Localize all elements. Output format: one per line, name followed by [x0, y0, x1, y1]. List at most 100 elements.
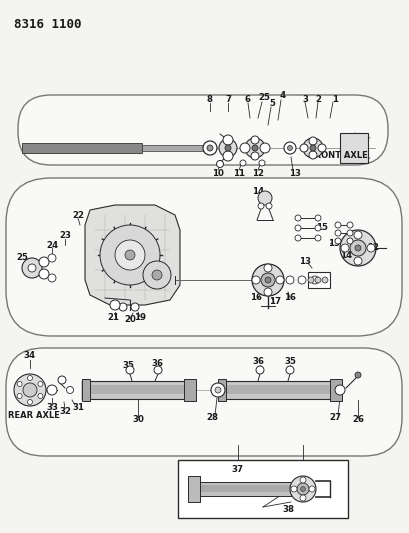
Circle shape — [334, 385, 344, 395]
Circle shape — [23, 383, 37, 397]
Circle shape — [346, 222, 352, 228]
Text: 16: 16 — [283, 294, 295, 303]
Bar — [218, 379, 225, 401]
Circle shape — [307, 277, 313, 283]
Circle shape — [39, 269, 49, 279]
Circle shape — [308, 137, 316, 145]
Circle shape — [264, 277, 270, 283]
Bar — [188, 476, 200, 502]
Text: 10: 10 — [211, 168, 223, 177]
Circle shape — [222, 151, 232, 161]
Text: 24: 24 — [46, 240, 58, 249]
Text: 21: 21 — [107, 313, 119, 322]
Text: 27: 27 — [328, 414, 340, 423]
Circle shape — [354, 372, 360, 378]
Text: 20: 20 — [124, 316, 136, 325]
Circle shape — [239, 160, 245, 166]
Circle shape — [27, 376, 32, 381]
Circle shape — [299, 495, 305, 501]
FancyBboxPatch shape — [6, 348, 401, 456]
Text: 14: 14 — [251, 188, 263, 197]
Circle shape — [310, 276, 318, 284]
Circle shape — [58, 376, 66, 384]
Circle shape — [287, 146, 292, 150]
Text: 7: 7 — [225, 95, 231, 104]
Circle shape — [48, 254, 56, 262]
Bar — [307, 272, 329, 288]
Circle shape — [334, 230, 340, 236]
Text: 15: 15 — [327, 238, 339, 247]
Circle shape — [257, 191, 271, 205]
Circle shape — [294, 225, 300, 231]
Circle shape — [340, 244, 348, 252]
Text: 1: 1 — [331, 94, 337, 103]
Text: 28: 28 — [205, 414, 218, 423]
Text: FRONT AXLE: FRONT AXLE — [308, 150, 367, 159]
Text: 8: 8 — [207, 95, 213, 104]
Text: 15: 15 — [315, 223, 327, 232]
Circle shape — [346, 238, 352, 244]
Circle shape — [207, 145, 213, 151]
Circle shape — [66, 386, 73, 393]
Circle shape — [302, 138, 322, 158]
Circle shape — [250, 152, 258, 160]
Circle shape — [297, 276, 305, 284]
Text: 25: 25 — [257, 93, 269, 102]
Circle shape — [285, 366, 293, 374]
Text: 34: 34 — [24, 351, 36, 360]
Circle shape — [294, 235, 300, 241]
Circle shape — [334, 222, 340, 228]
Circle shape — [265, 203, 271, 209]
Circle shape — [263, 288, 271, 296]
Text: 35: 35 — [283, 358, 295, 367]
Text: REAR AXLE: REAR AXLE — [8, 410, 60, 419]
Text: 35: 35 — [122, 360, 134, 369]
Circle shape — [308, 151, 316, 159]
Bar — [178, 460, 347, 518]
Bar — [184, 379, 196, 401]
Circle shape — [258, 160, 264, 166]
Polygon shape — [85, 205, 180, 305]
Text: 14: 14 — [339, 251, 351, 260]
Text: 17: 17 — [268, 297, 281, 306]
Circle shape — [309, 145, 315, 151]
Circle shape — [14, 374, 46, 406]
Circle shape — [154, 366, 162, 374]
Bar — [221, 385, 331, 394]
Circle shape — [126, 366, 134, 374]
Circle shape — [275, 276, 283, 284]
Circle shape — [289, 476, 315, 502]
Text: 13: 13 — [288, 168, 300, 177]
Text: 12: 12 — [366, 243, 378, 252]
Circle shape — [366, 244, 374, 252]
Circle shape — [299, 144, 307, 152]
Circle shape — [250, 136, 258, 144]
Text: 37: 37 — [231, 465, 243, 474]
Bar — [329, 379, 341, 401]
Text: 36: 36 — [151, 359, 163, 367]
Circle shape — [314, 235, 320, 241]
Circle shape — [239, 143, 249, 153]
Circle shape — [131, 303, 139, 311]
Circle shape — [100, 225, 160, 285]
Circle shape — [294, 215, 300, 221]
Text: 25: 25 — [16, 254, 28, 262]
Circle shape — [47, 385, 57, 395]
Text: 22: 22 — [72, 211, 84, 220]
Circle shape — [222, 135, 232, 145]
Text: 36: 36 — [252, 358, 263, 367]
Circle shape — [263, 264, 271, 272]
Text: 5: 5 — [268, 100, 274, 109]
Circle shape — [27, 400, 32, 405]
Circle shape — [296, 483, 308, 495]
Text: 19: 19 — [134, 313, 146, 322]
Text: 33: 33 — [46, 403, 58, 413]
Circle shape — [152, 270, 162, 280]
Circle shape — [257, 203, 263, 209]
Circle shape — [334, 238, 340, 244]
Text: 26: 26 — [351, 416, 363, 424]
Bar — [82, 379, 90, 401]
Circle shape — [22, 258, 42, 278]
Circle shape — [125, 250, 135, 260]
Circle shape — [17, 382, 22, 386]
